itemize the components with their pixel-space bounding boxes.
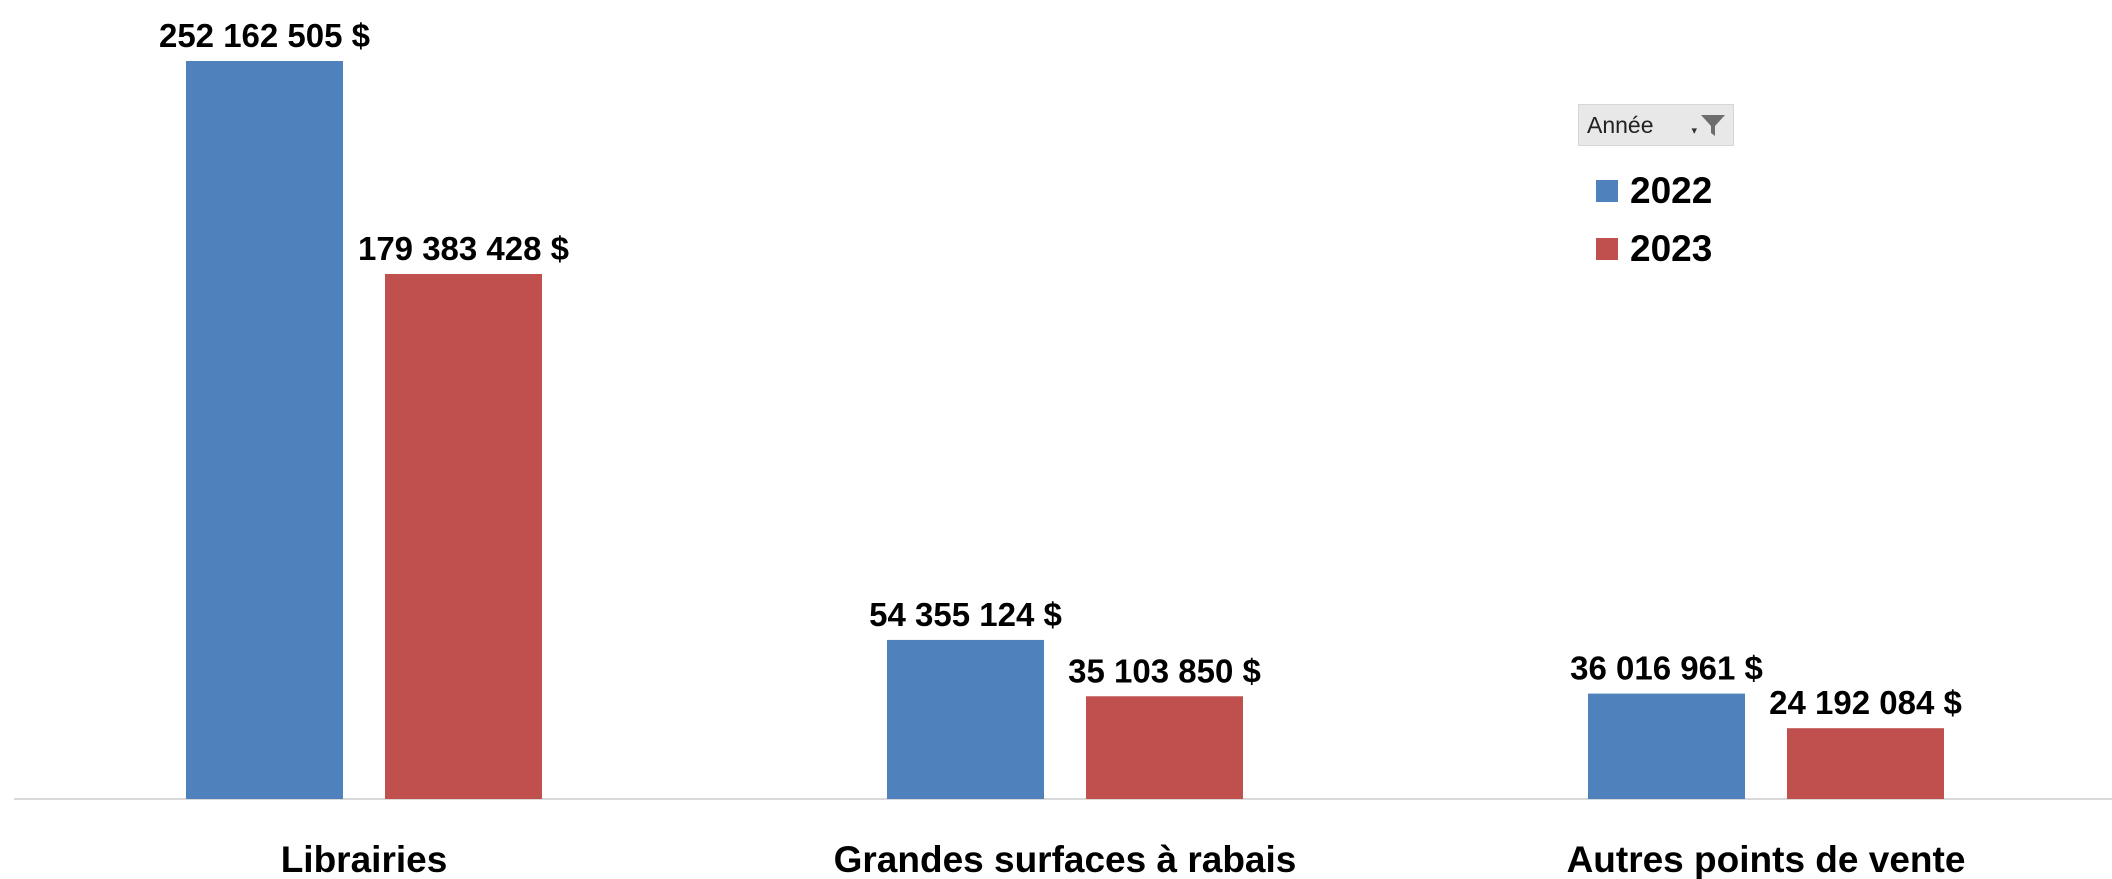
data-label-2022-0: 252 162 505 $ [159, 17, 370, 54]
data-label-2022-2: 36 016 961 $ [1570, 650, 1763, 687]
data-label-2023-1: 35 103 850 $ [1068, 652, 1261, 689]
legend-swatch-2023 [1596, 238, 1618, 260]
legend: Année ▾ 2022 2023 [1578, 104, 1738, 278]
dropdown-arrow-icon[interactable]: ▾ [1691, 124, 1697, 137]
bar-2023-0 [385, 274, 542, 800]
bar-2022-1 [887, 639, 1044, 799]
filter-control[interactable]: ▾ [1691, 111, 1727, 139]
bar-2022-2 [1588, 693, 1745, 799]
bar-2023-1 [1086, 696, 1243, 799]
legend-label-2022: 2022 [1630, 170, 1713, 211]
category-label-2: Autres points de vente [1567, 839, 1966, 879]
filter-icon[interactable] [1699, 111, 1727, 139]
legend-swatch-2022 [1596, 180, 1618, 202]
year-filter-label: Année [1587, 111, 1654, 138]
bar-2022-0 [186, 61, 343, 799]
data-label-2022-1: 54 355 124 $ [869, 596, 1062, 633]
bar-2023-2 [1787, 728, 1944, 799]
legend-item-2023: 2023 [1596, 220, 1738, 278]
data-label-2023-0: 179 383 428 $ [358, 230, 569, 267]
legend-label-2023: 2023 [1630, 228, 1713, 269]
legend-item-2022: 2022 [1596, 162, 1738, 220]
category-label-1: Grandes surfaces à rabais [834, 839, 1297, 879]
category-label-0: Librairies [281, 839, 448, 879]
data-label-2023-2: 24 192 084 $ [1769, 684, 1962, 721]
year-filter-button[interactable]: Année ▾ [1578, 104, 1734, 146]
